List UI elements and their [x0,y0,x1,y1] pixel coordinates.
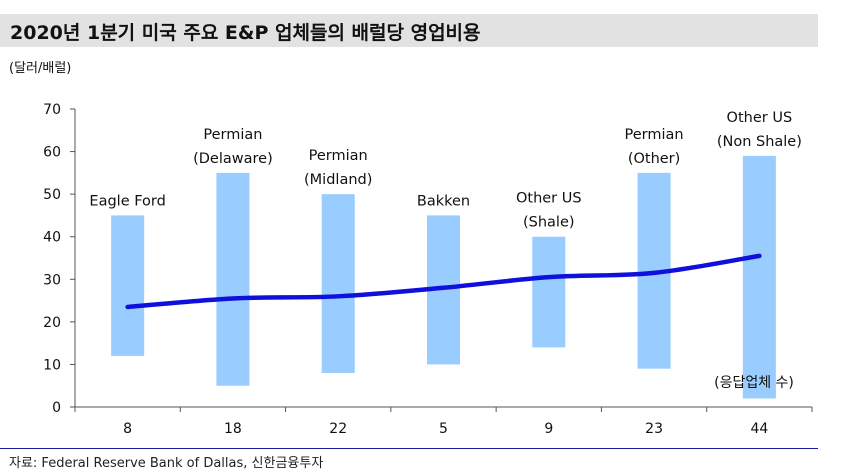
range-bar [111,215,145,356]
x-tick-label: 8 [123,421,132,437]
x-tick-label: 22 [329,421,347,437]
x-tick-label: 23 [645,421,663,437]
chart-title: 2020년 1분기 미국 주요 E&P 업체들의 배럴당 영업비용 [10,22,481,44]
range-bar [321,194,355,373]
range-label: Eagle Ford [89,193,165,209]
y-tick-label: 50 [43,187,61,203]
range-label: (Non Shale) [717,134,802,150]
y-tick-label: 10 [43,357,61,373]
source-divider [0,448,818,449]
range-label: Permian [309,148,368,164]
y-tick-label: 60 [43,145,61,161]
y-tick-label: 70 [43,102,61,118]
x-tick-label: 44 [750,421,768,437]
range-label: (Midland) [304,172,372,188]
x-tick-label: 5 [439,421,448,437]
range-bar [532,236,566,348]
x-tick-label: 18 [224,421,242,437]
x-axis-note: (응답업체 수) [714,375,794,391]
y-tick-label: 30 [43,272,61,288]
y-tick-label: 0 [52,400,61,416]
range-label: (Other) [628,151,681,167]
average-cost-line [125,253,762,310]
range-bar [742,155,776,399]
title-bar: 2020년 1분기 미국 주요 E&P 업체들의 배럴당 영업비용 [0,14,818,47]
range-label: Bakken [417,193,470,209]
x-tick-label: 9 [544,421,553,437]
y-tick-label: 20 [43,315,61,331]
range-label: Permian [203,127,262,143]
range-label: Other US [516,191,582,207]
range-label: (Delaware) [193,151,273,167]
range-label: Permian [625,127,684,143]
range-label: (Shale) [523,215,575,231]
y-tick-label: 40 [43,230,61,246]
range-bar [216,172,250,386]
source-note: 자료: Federal Reserve Bank of Dallas, 신한금융… [9,456,324,471]
range-label: Other US [727,110,793,126]
unit-label: (달러/배럴) [9,61,72,76]
